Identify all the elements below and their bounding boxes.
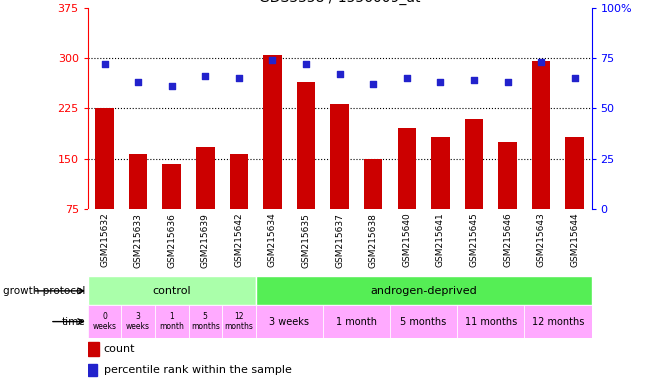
Bar	[88, 305, 122, 338]
Text: 12
months: 12 months	[224, 312, 254, 331]
Bar	[255, 276, 592, 305]
Text: GSM215639: GSM215639	[201, 213, 210, 268]
Bar	[323, 305, 390, 338]
Point	[402, 75, 412, 81]
Point	[368, 81, 378, 88]
Bar	[364, 159, 382, 209]
Point	[200, 73, 211, 79]
Text: 12 months: 12 months	[532, 316, 584, 327]
Text: GSM215634: GSM215634	[268, 213, 277, 267]
Text: 5
months: 5 months	[191, 312, 220, 331]
Bar	[532, 61, 551, 209]
Bar	[525, 305, 592, 338]
Title: GDS3358 / 1556009_at: GDS3358 / 1556009_at	[259, 0, 421, 5]
Text: 3 weeks: 3 weeks	[269, 316, 309, 327]
Bar	[263, 55, 281, 209]
Text: control: control	[152, 286, 191, 296]
Text: 11 months: 11 months	[465, 316, 517, 327]
Text: GSM215635: GSM215635	[302, 213, 311, 268]
Bar	[457, 305, 525, 338]
Point	[234, 75, 244, 81]
Bar	[88, 276, 255, 305]
Text: percentile rank within the sample: percentile rank within the sample	[104, 365, 292, 375]
Text: GSM215637: GSM215637	[335, 213, 344, 268]
Bar	[330, 104, 349, 209]
Bar	[222, 305, 255, 338]
Text: GSM215633: GSM215633	[134, 213, 142, 268]
Point	[133, 79, 143, 85]
Bar	[96, 108, 114, 209]
Text: GSM215642: GSM215642	[235, 213, 243, 267]
Bar	[196, 147, 214, 209]
Bar	[499, 142, 517, 209]
Point	[502, 79, 513, 85]
Bar	[229, 154, 248, 209]
Text: GSM215643: GSM215643	[537, 213, 545, 267]
Text: GSM215646: GSM215646	[503, 213, 512, 267]
Text: 0
weeks: 0 weeks	[92, 312, 116, 331]
Text: GSM215644: GSM215644	[570, 213, 579, 267]
Point	[469, 77, 479, 83]
Bar	[390, 305, 457, 338]
Point	[267, 57, 278, 63]
Text: 1 month: 1 month	[336, 316, 377, 327]
Bar	[431, 137, 450, 209]
Bar	[155, 305, 188, 338]
Text: GSM215638: GSM215638	[369, 213, 378, 268]
Bar	[88, 364, 97, 376]
Bar	[297, 82, 315, 209]
Bar	[88, 342, 99, 356]
Point	[569, 75, 580, 81]
Bar	[398, 128, 416, 209]
Bar	[122, 305, 155, 338]
Text: 1
month: 1 month	[159, 312, 184, 331]
Text: 3
weeks: 3 weeks	[126, 312, 150, 331]
Text: GSM215632: GSM215632	[100, 213, 109, 267]
Text: 5 months: 5 months	[400, 316, 447, 327]
Bar	[566, 137, 584, 209]
Text: count: count	[104, 344, 135, 354]
Bar	[162, 164, 181, 209]
Text: GSM215645: GSM215645	[469, 213, 478, 267]
Text: GSM215641: GSM215641	[436, 213, 445, 267]
Text: time: time	[62, 316, 85, 327]
Bar	[255, 305, 323, 338]
Point	[334, 71, 345, 77]
Bar	[465, 119, 483, 209]
Point	[99, 61, 110, 67]
Point	[436, 79, 446, 85]
Bar	[129, 154, 148, 209]
Point	[166, 83, 177, 89]
Text: growth protocol: growth protocol	[3, 286, 85, 296]
Text: GSM215640: GSM215640	[402, 213, 411, 267]
Bar	[188, 305, 222, 338]
Point	[301, 61, 311, 67]
Text: GSM215636: GSM215636	[167, 213, 176, 268]
Text: androgen-deprived: androgen-deprived	[370, 286, 477, 296]
Point	[536, 59, 546, 65]
